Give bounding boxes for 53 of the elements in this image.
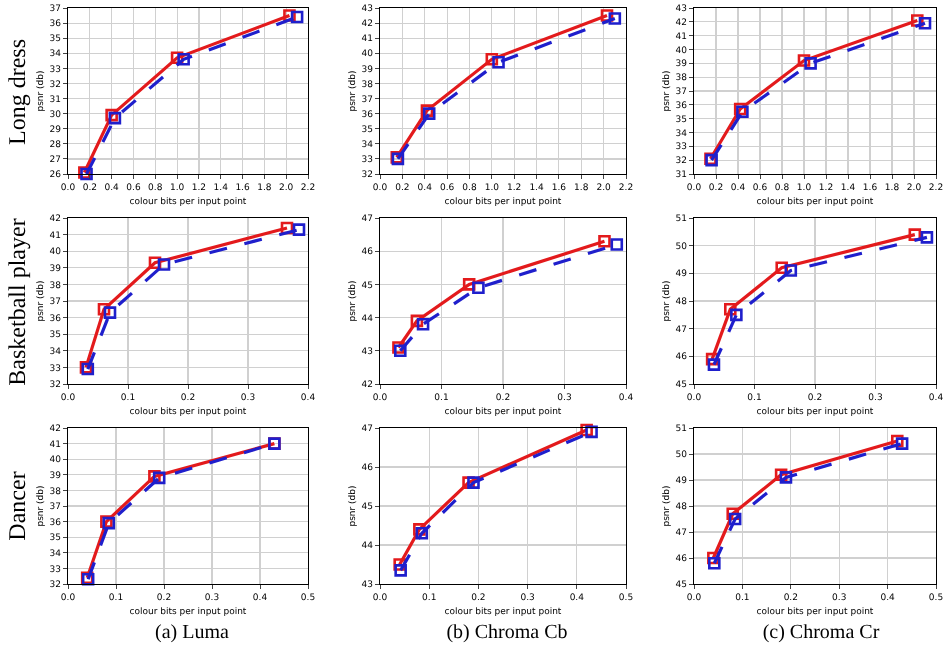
point	[152, 471, 166, 485]
point	[177, 53, 190, 66]
point	[608, 12, 622, 25]
point	[779, 471, 793, 484]
point	[462, 278, 476, 291]
point	[784, 264, 798, 277]
point	[280, 221, 294, 235]
point	[911, 14, 924, 27]
point	[707, 551, 720, 565]
point	[804, 57, 817, 70]
point	[895, 437, 909, 450]
point	[730, 308, 743, 322]
text: Long dress	[3, 38, 33, 144]
point	[908, 228, 922, 241]
point	[148, 470, 161, 483]
text: (b) Chroma Cb	[446, 622, 568, 644]
point	[580, 423, 593, 437]
point	[394, 564, 407, 577]
point	[918, 16, 932, 30]
point	[393, 558, 406, 571]
text: (a) Luma	[155, 622, 229, 644]
point	[103, 306, 117, 319]
point	[485, 53, 499, 66]
point	[283, 9, 296, 22]
text: (c) Chroma Cr	[762, 622, 880, 644]
point	[775, 261, 789, 275]
text: Dancer	[3, 471, 33, 541]
point	[598, 234, 611, 248]
point	[292, 223, 306, 236]
point	[610, 238, 624, 251]
point	[410, 314, 424, 328]
point	[157, 258, 171, 271]
point	[416, 317, 430, 331]
point	[707, 358, 721, 371]
point	[148, 256, 162, 270]
point	[467, 476, 480, 489]
point	[797, 54, 811, 67]
point	[708, 556, 721, 570]
point	[170, 51, 184, 65]
point	[705, 352, 719, 366]
point	[920, 231, 934, 244]
point	[600, 9, 614, 22]
point	[890, 434, 904, 448]
point	[728, 512, 742, 526]
point	[97, 303, 111, 316]
point	[585, 425, 598, 439]
point	[472, 281, 485, 295]
point	[774, 468, 788, 482]
point	[492, 56, 505, 69]
point	[290, 10, 304, 24]
text: Basketball player	[3, 217, 33, 385]
point	[726, 507, 740, 521]
point	[724, 303, 737, 316]
